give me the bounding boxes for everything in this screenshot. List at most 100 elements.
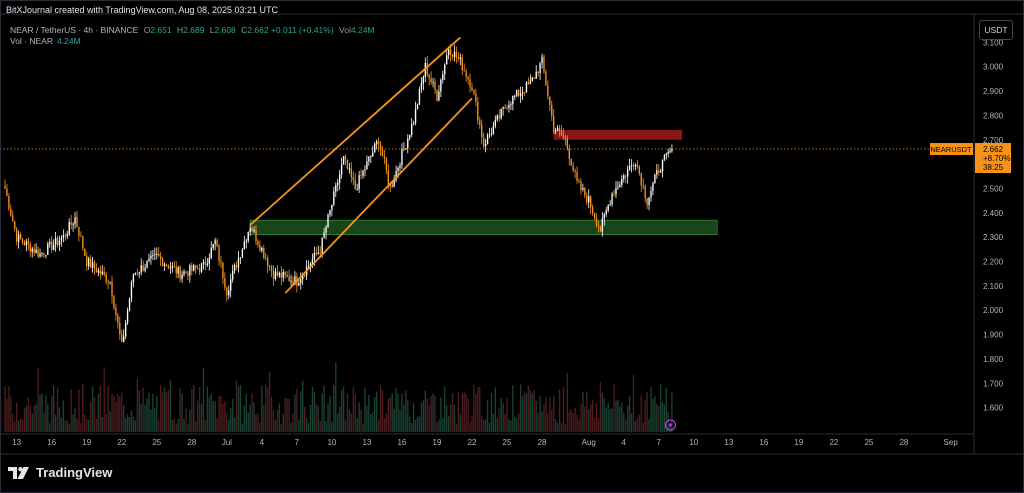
volume-bar (303, 406, 306, 432)
volume-bar (451, 393, 454, 432)
candle-body (471, 87, 473, 91)
candle-body (45, 254, 47, 256)
candle-body (224, 278, 226, 288)
volume-bar (302, 380, 304, 432)
candle-body (496, 115, 498, 120)
volume-bar (650, 387, 652, 432)
candle-body (202, 262, 205, 264)
candle-body (531, 77, 533, 81)
volume-bar (379, 384, 382, 432)
volume-bar (196, 400, 199, 432)
volume-bar (432, 393, 434, 432)
candle-body (206, 263, 209, 265)
volume-bar (539, 395, 541, 432)
currency-button[interactable]: USDT (979, 20, 1013, 40)
volume-bar (272, 410, 275, 432)
candle-body (340, 164, 343, 175)
candle-body (518, 90, 520, 96)
candle-body (572, 165, 574, 171)
volume-bar (514, 416, 516, 432)
volume-bar (231, 399, 234, 432)
volume-bar (27, 397, 30, 432)
symbol-tag-label: NEARUSDT (930, 145, 972, 154)
volume-bar (510, 420, 512, 432)
candle-body (220, 261, 222, 263)
volume-bar (87, 420, 90, 432)
volume-bar (35, 404, 37, 432)
volume-bar (449, 404, 452, 432)
candle-body (442, 74, 444, 80)
candle-body (255, 229, 257, 242)
x-tick-label: 28 (538, 438, 547, 447)
volume-bar (537, 413, 539, 432)
volume-legend[interactable]: Vol · NEAR 4.24M (10, 36, 81, 46)
volume-bar (8, 386, 10, 432)
volume-bar (113, 395, 115, 432)
candle-body (70, 222, 72, 225)
volume-bar (562, 386, 565, 432)
candle-body (8, 195, 10, 209)
volume-bar (496, 417, 498, 432)
candle-body (72, 223, 74, 225)
tradingview-logo[interactable]: TradingView (8, 465, 112, 480)
candle-body (346, 159, 349, 169)
volume-bar (560, 423, 563, 432)
symbol-line[interactable]: NEAR / TetherUS · 4h · BINANCE (10, 25, 139, 35)
volume-bar (62, 400, 65, 432)
volume-bar (543, 404, 545, 432)
candle-body (150, 255, 152, 259)
volume-bar (307, 423, 310, 432)
volume-bar (346, 393, 349, 432)
candle-body (658, 170, 660, 173)
candle-body (165, 264, 168, 266)
candle-body (551, 105, 553, 116)
x-tick-label: 28 (187, 438, 196, 447)
candle-body (74, 217, 76, 224)
candle-body (603, 214, 605, 219)
volume-bar (368, 394, 370, 432)
volume-bar (500, 397, 502, 432)
volume-bar (337, 413, 339, 432)
close-value: 2.662 (247, 25, 269, 35)
volume-bar (504, 414, 506, 432)
candle-body (76, 217, 78, 227)
volume-bar (508, 419, 510, 432)
x-tick-label: 25 (152, 438, 161, 447)
volume-bar (10, 396, 12, 432)
volume-bar (471, 415, 473, 432)
candle-body (138, 272, 140, 274)
volume-bar (51, 395, 53, 432)
volume-bar (420, 403, 423, 432)
volume-bar (290, 422, 292, 432)
candle-body (126, 310, 129, 324)
candle-body (80, 236, 82, 237)
volume-bar (626, 406, 629, 432)
volume-bar (243, 405, 246, 432)
candle-body (418, 89, 421, 105)
symbol-tag (930, 143, 973, 156)
volume-bar (241, 423, 244, 432)
volume-bar (477, 386, 479, 432)
candle-body (323, 232, 325, 238)
candle-body (280, 272, 282, 278)
candle-body (333, 191, 335, 205)
candle-body (177, 267, 179, 274)
y-tick-label: 2.200 (983, 258, 1004, 267)
candle-body (12, 215, 14, 222)
candle-body (17, 234, 20, 242)
candle-body (562, 135, 565, 138)
volume-bar (338, 406, 341, 432)
volume-bar (54, 414, 57, 432)
x-tick-label: 25 (503, 438, 512, 447)
candle-body (486, 135, 489, 145)
volume-bar (475, 394, 477, 432)
candle-body (638, 166, 641, 174)
volume-bar (152, 393, 154, 432)
volume-bar (294, 394, 296, 432)
candle-body (348, 168, 351, 170)
volume-bar (99, 385, 102, 432)
candle-body (187, 272, 189, 276)
candle-body (535, 71, 537, 79)
candle-body (233, 265, 236, 271)
